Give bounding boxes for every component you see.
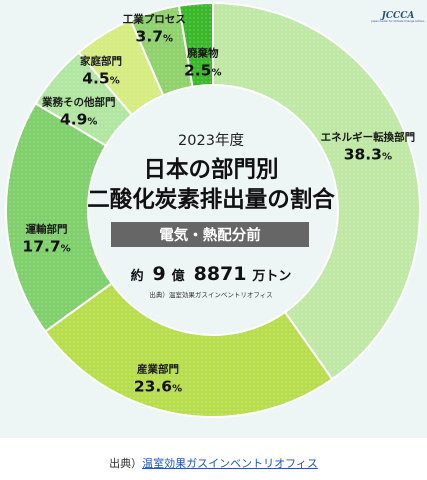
subtitle-text: 電気・熱配分前 bbox=[159, 226, 261, 244]
donut-chart: エネルギー転換部門 38.3% 産業部門 23.6% 運輸部門 17.7% 業務その他部門 4… bbox=[5, 1, 425, 418]
slice-6-value-label: 3.7% bbox=[136, 27, 174, 45]
slice-4-value-label: 4.9% bbox=[60, 110, 98, 128]
logo-text: JCCCA bbox=[380, 11, 415, 21]
source-note: 出典）温室効果ガスインベントリオフィス bbox=[149, 290, 272, 299]
year-label: 2023年度 bbox=[178, 132, 244, 149]
slice-2-value-label: 23.6% bbox=[134, 377, 182, 395]
total-oku-value: 9 bbox=[153, 263, 166, 285]
logo: JCCCA Japan Center for Climate Change Ac… bbox=[370, 11, 425, 23]
slice-7-texture bbox=[178, 3, 213, 87]
footer-prefix: 出典） bbox=[109, 457, 143, 470]
slice-7-label: 廃棄物 bbox=[187, 46, 219, 59]
total-oku-unit: 億 bbox=[172, 268, 185, 284]
slice-1-texture bbox=[213, 3, 421, 380]
slice-5-texture bbox=[78, 20, 164, 115]
slice-3-value-label: 17.7% bbox=[22, 237, 70, 255]
subtitle-band bbox=[111, 222, 309, 247]
chart-title-line-2: 二酸化炭素排出量の割合 bbox=[87, 186, 335, 213]
slice-6-texture bbox=[130, 5, 193, 96]
slice-3-texture bbox=[6, 103, 112, 332]
slice-2-label: 産業部門 bbox=[137, 362, 179, 375]
slice-7-value-label: 2.5% bbox=[184, 61, 222, 79]
slice-4-texture bbox=[35, 52, 132, 146]
slice-1-value-label: 38.3% bbox=[344, 145, 392, 163]
slices-layer bbox=[5, 1, 421, 418]
footer-caption: 出典）温室効果ガスインベントリオフィス bbox=[0, 455, 427, 471]
total-emissions: 約 9 億 8871 万トン bbox=[131, 263, 292, 285]
slice-1-label: エネルギー転換部門 bbox=[321, 130, 416, 143]
chart-title-line-1: 日本の部門別 bbox=[143, 156, 278, 183]
slice-2-texture bbox=[45, 283, 333, 417]
center-text: 2023年度 日本の部門別 二酸化炭素排出量の割合 電気・熱配分前 約 9 億 … bbox=[87, 132, 335, 299]
total-prefix: 約 bbox=[131, 268, 144, 284]
slice-5-label: 家庭部門 bbox=[80, 55, 122, 68]
source-link[interactable]: 温室効果ガスインベントリオフィス bbox=[142, 457, 318, 470]
slice-labels-layer: エネルギー転換部門 38.3% 産業部門 23.6% 運輸部門 17.7% 業務その他部門 4… bbox=[22, 12, 415, 395]
slice-6-label: 工業プロセス bbox=[123, 12, 186, 25]
slice-4-label: 業務その他部門 bbox=[41, 95, 116, 108]
slice-3-label: 運輸部門 bbox=[26, 222, 68, 235]
slice-5-value-label: 4.5% bbox=[82, 70, 120, 88]
total-man-value: 8871 bbox=[194, 263, 247, 285]
total-man-unit: 万トン bbox=[251, 269, 291, 284]
logo-subtext: Japan Center for Climate Change Actions bbox=[370, 19, 425, 23]
